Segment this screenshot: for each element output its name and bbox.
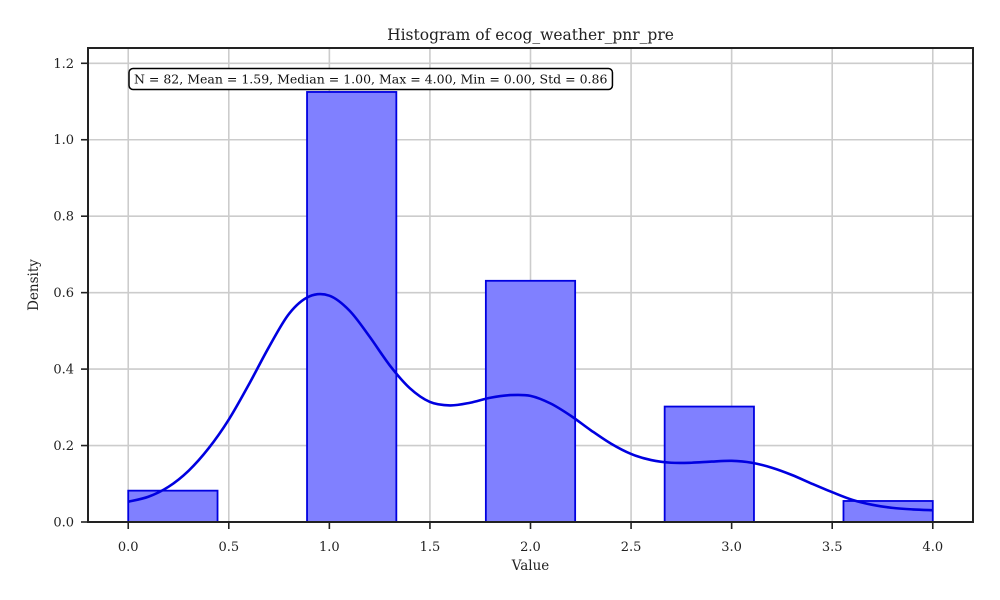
- y-axis-label: Density: [26, 259, 42, 311]
- x-tick-label: 3.5: [822, 540, 843, 555]
- stats-annotation-box: [128, 67, 614, 91]
- y-tick-label: 0.0: [53, 516, 74, 531]
- y-tick-label: 1.2: [53, 57, 74, 72]
- x-tick-label: 0.0: [118, 540, 139, 555]
- histogram-bars: [127, 91, 934, 523]
- x-tick-label: 1.0: [319, 540, 340, 555]
- x-axis-label: Value: [511, 558, 550, 574]
- y-tick-label: 0.8: [53, 210, 74, 225]
- histogram-bar: [663, 405, 755, 523]
- kde-curve: [127, 292, 933, 512]
- x-tick-label: 1.5: [420, 540, 441, 555]
- histogram-bar: [484, 279, 577, 523]
- histogram-bar: [842, 500, 934, 523]
- x-tick-label: 3.0: [721, 540, 742, 555]
- stats-annotation: N = 82, Mean = 1.59, Median = 1.00, Max …: [134, 72, 607, 87]
- y-tick-label: 0.6: [53, 286, 74, 301]
- x-tick-label: 2.0: [520, 540, 541, 555]
- chart-title: Histogram of ecog_weather_pnr_pre: [387, 26, 674, 44]
- axis-ticks: 0.0 0.5 1.0 1.5 2.0 2.5 3.0 3.5 4.0 0.0 0.2 0.4 0.6 0…: [53, 57, 943, 555]
- x-tick-label: 2.5: [621, 540, 642, 555]
- histogram-bar: [127, 489, 219, 523]
- y-tick-label: 1.0: [53, 133, 74, 148]
- x-tick-label: 4.0: [922, 540, 943, 555]
- x-tick-label: 0.5: [218, 540, 239, 555]
- histogram-bar: [306, 91, 398, 523]
- y-tick-label: 0.4: [53, 363, 74, 378]
- y-tick-label: 0.2: [53, 439, 74, 454]
